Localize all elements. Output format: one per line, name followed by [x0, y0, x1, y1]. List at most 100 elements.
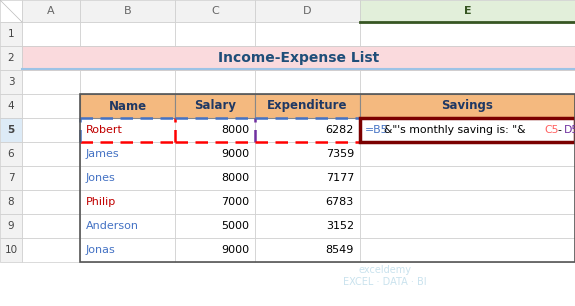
Bar: [175, 214, 255, 238]
Bar: [80, 238, 175, 262]
Bar: [360, 166, 575, 190]
Bar: [80, 94, 175, 118]
Bar: [360, 70, 575, 94]
Bar: [255, 46, 360, 70]
Text: 7177: 7177: [325, 173, 354, 183]
Bar: [22, 94, 80, 118]
Bar: [22, 46, 575, 70]
Bar: [255, 238, 360, 262]
Bar: [175, 238, 255, 262]
Text: 9: 9: [7, 221, 14, 231]
Text: 8000: 8000: [221, 173, 249, 183]
Text: E: E: [463, 6, 472, 16]
Bar: [255, 118, 360, 142]
Bar: [22, 166, 80, 190]
Text: Name: Name: [109, 99, 147, 113]
Text: James: James: [86, 149, 120, 159]
Bar: [360, 214, 575, 238]
Bar: [0, 190, 22, 214]
Text: 3152: 3152: [326, 221, 354, 231]
Text: &"'s monthly saving is: "&: &"'s monthly saving is: "&: [384, 125, 525, 135]
Text: Robert: Robert: [86, 125, 123, 135]
Text: A: A: [47, 6, 55, 16]
Text: B: B: [124, 6, 131, 16]
Bar: [0, 238, 22, 262]
Bar: [80, 22, 175, 46]
Text: 6783: 6783: [326, 197, 354, 207]
Text: 2: 2: [7, 53, 14, 63]
Text: 8549: 8549: [325, 245, 354, 255]
Bar: [360, 142, 575, 166]
Bar: [80, 0, 175, 22]
Bar: [360, 118, 575, 142]
Text: 10: 10: [5, 245, 18, 255]
Text: 3: 3: [7, 77, 14, 87]
Bar: [22, 0, 80, 22]
Bar: [175, 94, 255, 118]
Bar: [360, 190, 575, 214]
Bar: [80, 142, 175, 166]
Text: 9000: 9000: [221, 149, 249, 159]
Text: -: -: [557, 125, 561, 135]
Bar: [360, 94, 575, 118]
Bar: [22, 118, 80, 142]
Text: 6282: 6282: [325, 125, 354, 135]
Text: 6: 6: [7, 149, 14, 159]
Text: C5: C5: [545, 125, 559, 135]
Bar: [22, 46, 80, 70]
Text: Anderson: Anderson: [86, 221, 139, 231]
Bar: [255, 166, 360, 190]
Bar: [360, 22, 575, 46]
Bar: [80, 190, 175, 214]
Bar: [22, 190, 80, 214]
Text: D: D: [303, 6, 312, 16]
Bar: [22, 214, 80, 238]
Bar: [0, 70, 22, 94]
Text: 8: 8: [7, 197, 14, 207]
Bar: [0, 118, 22, 142]
Bar: [80, 94, 175, 118]
Bar: [175, 0, 255, 22]
Text: 7: 7: [7, 173, 14, 183]
Text: Income-Expense List: Income-Expense List: [218, 51, 379, 65]
Bar: [175, 166, 255, 190]
Bar: [22, 22, 80, 46]
Text: C: C: [211, 6, 219, 16]
Bar: [175, 46, 255, 70]
Text: exceldemy
EXCEL · DATA · BI: exceldemy EXCEL · DATA · BI: [343, 265, 427, 287]
Bar: [175, 22, 255, 46]
Bar: [255, 94, 360, 118]
Bar: [0, 22, 22, 46]
Bar: [175, 94, 255, 118]
Bar: [22, 238, 80, 262]
Text: 8000: 8000: [221, 125, 249, 135]
Text: 1: 1: [7, 29, 14, 39]
Text: 7000: 7000: [221, 197, 249, 207]
Text: D5: D5: [564, 125, 575, 135]
Bar: [255, 214, 360, 238]
Bar: [255, 0, 360, 22]
Text: Salary: Salary: [194, 99, 236, 113]
Text: Jones: Jones: [86, 173, 116, 183]
Bar: [175, 190, 255, 214]
Bar: [0, 214, 22, 238]
Bar: [255, 142, 360, 166]
Bar: [80, 118, 175, 142]
Bar: [360, 118, 575, 142]
Bar: [360, 46, 575, 70]
Text: Savings: Savings: [442, 99, 493, 113]
Text: 9000: 9000: [221, 245, 249, 255]
Bar: [0, 46, 22, 70]
Bar: [0, 142, 22, 166]
Text: 5: 5: [7, 125, 14, 135]
Text: Jonas: Jonas: [86, 245, 116, 255]
Bar: [80, 214, 175, 238]
Bar: [80, 166, 175, 190]
Bar: [175, 70, 255, 94]
Bar: [360, 94, 575, 118]
Bar: [360, 0, 575, 22]
Bar: [255, 22, 360, 46]
Bar: [175, 142, 255, 166]
Bar: [0, 166, 22, 190]
Text: 5000: 5000: [221, 221, 249, 231]
